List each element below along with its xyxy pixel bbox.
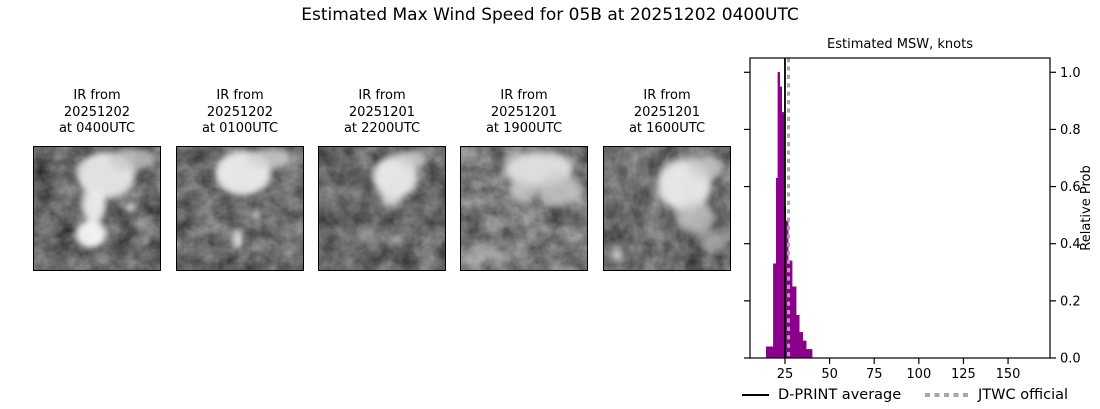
y-tick-label: 0.2 bbox=[1060, 294, 1081, 309]
chart-title: Estimated MSW, knots bbox=[827, 37, 973, 52]
ir-satellite-image bbox=[604, 147, 730, 270]
x-tick-label: 125 bbox=[951, 367, 976, 382]
ir-panel-3: IR from 20251201 at 2200UTC bbox=[311, 88, 453, 282]
x-tick-label: 75 bbox=[866, 367, 883, 382]
ir-image-frame bbox=[33, 146, 161, 271]
chart-legend: D-PRINT average JTWC official bbox=[0, 384, 1100, 406]
histogram-bar bbox=[791, 286, 797, 359]
ir-satellite-image bbox=[461, 147, 587, 270]
ir-panel-label: IR from 20251201 at 1600UTC bbox=[628, 88, 706, 136]
x-tick-label: 100 bbox=[906, 367, 931, 382]
y-tick-label: 0.8 bbox=[1060, 123, 1081, 138]
histogram-bar bbox=[777, 72, 781, 359]
legend-label: D-PRINT average bbox=[778, 387, 902, 403]
x-tick-label: 50 bbox=[821, 367, 838, 382]
legend-item-dprint-average: D-PRINT average bbox=[742, 384, 901, 406]
histogram-bar bbox=[781, 112, 785, 359]
ir-panel-label: IR from 20251202 at 0100UTC bbox=[201, 88, 279, 136]
ir-satellite-image bbox=[319, 147, 445, 270]
histogram-bar bbox=[795, 314, 800, 359]
ir-image-frame bbox=[460, 146, 588, 271]
solid-line-sample bbox=[742, 394, 769, 396]
ir-satellite-image bbox=[34, 147, 160, 270]
histogram-bar bbox=[787, 260, 793, 359]
histogram-bar bbox=[773, 263, 777, 359]
ir-image-frame bbox=[176, 146, 304, 271]
legend-item-jtwc-official: JTWC official bbox=[925, 384, 1068, 406]
y-tick-label: 0.0 bbox=[1060, 352, 1081, 367]
histogram-bar bbox=[775, 177, 779, 359]
histogram-bar bbox=[766, 346, 774, 359]
dashed-line-sample bbox=[925, 393, 969, 397]
ir-panel-2: IR from 20251202 at 0100UTC bbox=[169, 88, 311, 282]
ir-panel-1: IR from 20251202 at 0400UTC bbox=[26, 88, 168, 282]
ir-panel-label: IR from 20251202 at 0400UTC bbox=[58, 88, 136, 136]
plot-frame bbox=[749, 57, 1051, 359]
y-tick-label: 0.6 bbox=[1060, 180, 1081, 195]
y-axis-label: Relative Prob bbox=[1079, 165, 1094, 250]
legend-label: JTWC official bbox=[978, 387, 1069, 403]
ir-panel-5: IR from 20251201 at 1600UTC bbox=[596, 88, 738, 282]
y-tick-label: 1.0 bbox=[1060, 66, 1081, 81]
y-tick-label: 0.4 bbox=[1060, 237, 1081, 252]
histogram-bar bbox=[806, 349, 813, 359]
ir-panel-4: IR from 20251201 at 1900UTC bbox=[453, 88, 595, 282]
ir-image-frame bbox=[318, 146, 446, 271]
histogram-bar bbox=[799, 332, 804, 359]
x-tick-label: 25 bbox=[777, 367, 794, 382]
ir-panel-label: IR from 20251201 at 2200UTC bbox=[343, 88, 421, 136]
histogram-bar bbox=[802, 340, 807, 359]
ir-image-frame bbox=[603, 146, 731, 271]
x-tick-label: 150 bbox=[996, 367, 1021, 382]
ir-panel-label: IR from 20251201 at 1900UTC bbox=[485, 88, 563, 136]
figure-title: Estimated Max Wind Speed for 05B at 2025… bbox=[301, 5, 799, 25]
ir-satellite-image bbox=[177, 147, 303, 270]
histogram-bar bbox=[779, 86, 783, 359]
